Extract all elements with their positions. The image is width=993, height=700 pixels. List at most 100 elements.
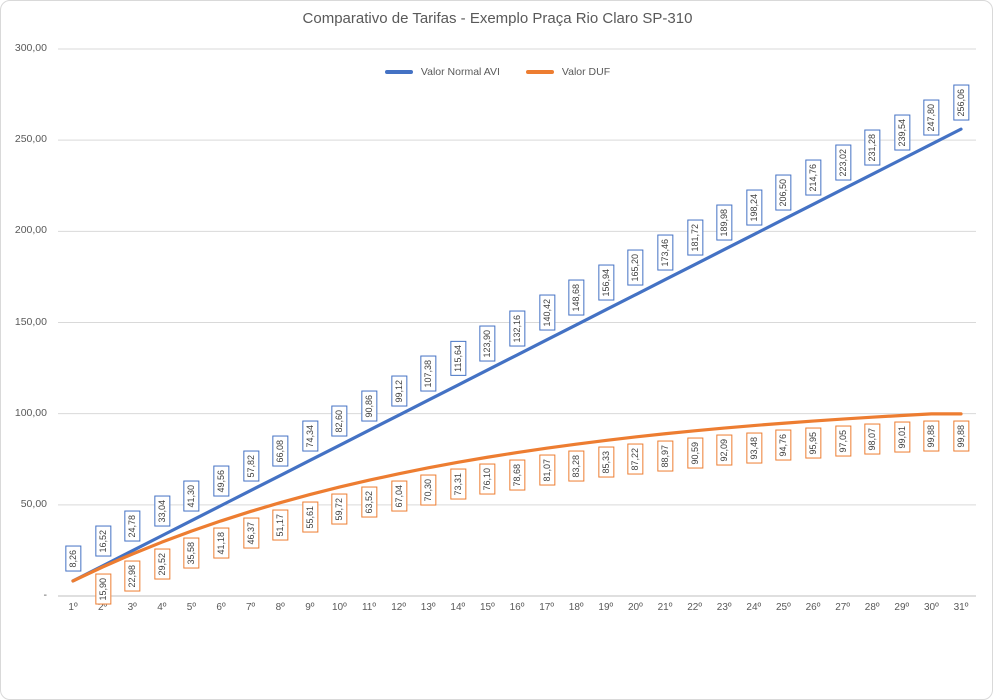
x-tick-label: 7º [245, 602, 256, 613]
x-tick-label: 23º [716, 602, 732, 613]
x-tick-label: 13º [420, 602, 436, 613]
data-label: 55,61 [301, 501, 319, 533]
x-tick-label: 24º [746, 602, 762, 613]
data-label: 214,76 [805, 159, 822, 196]
data-label: 57,82 [242, 451, 259, 482]
data-label: 73,31 [449, 469, 467, 500]
y-tick-label: 150,00 [14, 315, 47, 328]
x-tick-label: 3º [127, 602, 137, 613]
data-label: 239,54 [893, 114, 911, 151]
data-label: 24,78 [124, 511, 141, 542]
x-tick-label: 2º [97, 602, 108, 613]
x-tick-label: 15º [480, 602, 495, 613]
data-label: 51,17 [272, 509, 289, 541]
x-tick-label: 30º [924, 602, 939, 613]
y-tick-label: 300,00 [14, 42, 47, 54]
data-label: 247,80 [923, 99, 940, 136]
data-label: 140,42 [538, 295, 555, 331]
series-line-valor-duf [71, 412, 963, 583]
data-label: 107,38 [420, 355, 437, 392]
line-swatch-icon [384, 70, 413, 74]
data-label: 59,72 [331, 494, 348, 525]
data-label: 85,33 [597, 447, 615, 478]
x-tick-label: 20º [628, 602, 643, 613]
data-label: 88,97 [657, 440, 674, 472]
data-label: 99,88 [953, 420, 970, 452]
x-tick-label: 16º [509, 602, 525, 613]
data-label: 78,68 [509, 459, 526, 491]
y-tick-label: 200,00 [14, 224, 47, 237]
data-label: 70,30 [420, 474, 437, 506]
data-label: 99,88 [923, 420, 940, 452]
x-tick-label: 10º [332, 602, 347, 613]
data-label: 67,04 [390, 480, 407, 512]
data-label: 90,86 [361, 390, 378, 422]
data-label: 66,08 [272, 435, 289, 467]
x-tick-label: 17º [539, 602, 554, 613]
data-label: 148,68 [568, 280, 585, 316]
x-tick-label: 25º [776, 602, 791, 613]
data-label: 22,98 [124, 561, 141, 592]
x-tick-label: 6º [216, 602, 226, 613]
data-label: 15,90 [94, 574, 111, 605]
data-label: 97,05 [834, 426, 851, 457]
x-tick-label: 14º [450, 602, 466, 613]
x-tick-label: 8º [275, 602, 285, 613]
x-tick-label: 27º [835, 602, 850, 613]
data-label: 33,04 [153, 496, 171, 527]
chart-legend: Valor Normal AVI Valor DUF [1, 66, 992, 78]
data-label: 8,26 [65, 546, 82, 572]
data-label: 99,12 [390, 375, 407, 407]
y-tick-label: 250,00 [14, 133, 47, 146]
x-tick-label: 1º [68, 602, 78, 613]
data-label: 173,46 [657, 235, 674, 271]
x-tick-label: 18º [568, 602, 584, 613]
data-label: 198,24 [745, 190, 763, 226]
series-line-valor-normal-avi [71, 127, 963, 583]
legend-label: Valor DUF [561, 66, 611, 78]
data-label: 98,07 [864, 424, 881, 455]
x-tick-label: 5º [186, 602, 196, 613]
data-label: 189,98 [716, 205, 733, 241]
y-tick-label: - [43, 589, 48, 601]
legend-item-valor-duf: Valor DUF [525, 66, 611, 78]
y-tick-label: 50,00 [20, 497, 47, 510]
data-label: 156,94 [597, 265, 615, 301]
data-label: 41,30 [183, 481, 200, 512]
data-label: 231,28 [864, 129, 881, 166]
data-label: 87,22 [627, 443, 644, 475]
y-tick-label: 100,00 [14, 406, 47, 419]
data-label: 82,60 [331, 405, 348, 437]
data-label: 92,09 [716, 435, 733, 466]
chart-title: Comparativo de Tarifas - Exemplo Praça R… [302, 10, 693, 27]
data-label: 63,52 [361, 487, 378, 518]
data-label: 94,76 [775, 430, 792, 461]
x-tick-label: 11º [361, 602, 377, 613]
legend-label: Valor Normal AVI [420, 66, 500, 78]
data-label: 206,50 [775, 174, 792, 211]
data-label: 41,18 [213, 527, 230, 559]
legend-item-valor-normal-avi: Valor Normal AVI [384, 66, 500, 78]
x-tick-label: 31º [953, 602, 969, 613]
data-label: 90,59 [686, 437, 703, 469]
data-label: 223,02 [834, 144, 851, 181]
x-tick-label: 12º [391, 602, 406, 613]
x-tick-label: 4º [157, 602, 167, 613]
x-tick-label: 9º [305, 602, 315, 613]
x-tick-label: 21º [657, 602, 673, 613]
data-label: 46,37 [242, 518, 259, 549]
data-label: 99,01 [893, 422, 911, 453]
data-label: 16,52 [94, 526, 111, 557]
data-label: 49,56 [213, 466, 230, 497]
data-label: 132,16 [509, 310, 526, 347]
data-label: 29,52 [153, 549, 171, 580]
x-tick-label: 28º [864, 602, 880, 613]
x-tick-label: 29º [894, 602, 910, 613]
data-label: 123,90 [479, 325, 496, 362]
x-tick-label: 19º [598, 602, 614, 613]
data-label: 35,58 [183, 538, 200, 569]
data-label: 81,07 [538, 455, 555, 486]
